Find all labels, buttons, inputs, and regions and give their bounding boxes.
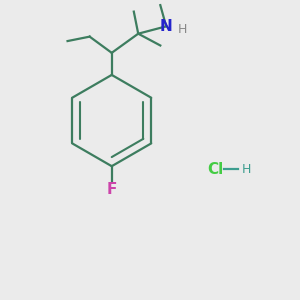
Text: H: H	[242, 163, 251, 176]
Text: H: H	[178, 23, 187, 36]
Text: Cl: Cl	[207, 162, 224, 177]
Text: N: N	[160, 19, 172, 34]
Text: F: F	[106, 182, 117, 197]
